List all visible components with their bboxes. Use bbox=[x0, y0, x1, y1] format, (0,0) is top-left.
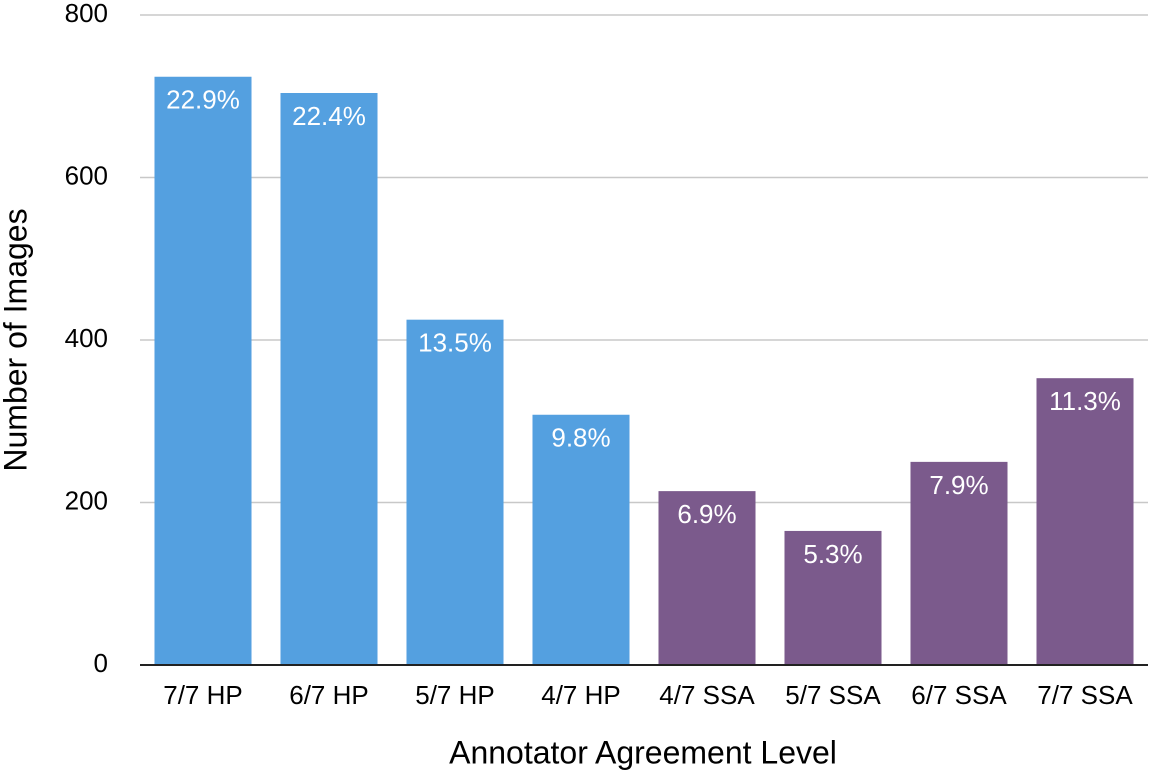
x-tick-label: 4/7 HP bbox=[541, 680, 621, 710]
bar-label: 11.3% bbox=[1049, 386, 1121, 416]
bar bbox=[910, 461, 1008, 665]
bar-label: 7.9% bbox=[929, 470, 988, 500]
bar bbox=[784, 530, 882, 665]
y-tick-label: 600 bbox=[65, 160, 108, 190]
bar bbox=[154, 76, 252, 665]
x-tick-label: 5/7 HP bbox=[415, 680, 495, 710]
bar bbox=[406, 319, 504, 665]
y-tick-label: 400 bbox=[65, 323, 108, 353]
x-tick-label: 6/7 SSA bbox=[911, 680, 1007, 710]
bar-label: 22.9% bbox=[166, 85, 240, 115]
y-tick-label: 0 bbox=[94, 648, 108, 678]
bar bbox=[532, 414, 630, 665]
x-tick-label: 7/7 SSA bbox=[1037, 680, 1133, 710]
bar-label: 5.3% bbox=[803, 539, 862, 569]
y-tick-label: 200 bbox=[65, 485, 108, 515]
bar-label: 13.5% bbox=[418, 328, 492, 358]
x-tick-label: 4/7 SSA bbox=[659, 680, 755, 710]
bar bbox=[1036, 378, 1134, 665]
bar-label: 22.4% bbox=[292, 101, 366, 131]
x-tick-label: 7/7 HP bbox=[163, 680, 243, 710]
x-tick-label: 6/7 HP bbox=[289, 680, 369, 710]
y-axis-title: Number of Images bbox=[0, 208, 33, 471]
y-tick-label: 800 bbox=[65, 0, 108, 28]
bar-label: 6.9% bbox=[677, 499, 736, 529]
bar bbox=[658, 491, 756, 665]
x-axis-title: Annotator Agreement Level bbox=[449, 734, 837, 770]
bar bbox=[280, 93, 378, 665]
bar-label: 9.8% bbox=[551, 423, 610, 453]
x-tick-label: 5/7 SSA bbox=[785, 680, 881, 710]
